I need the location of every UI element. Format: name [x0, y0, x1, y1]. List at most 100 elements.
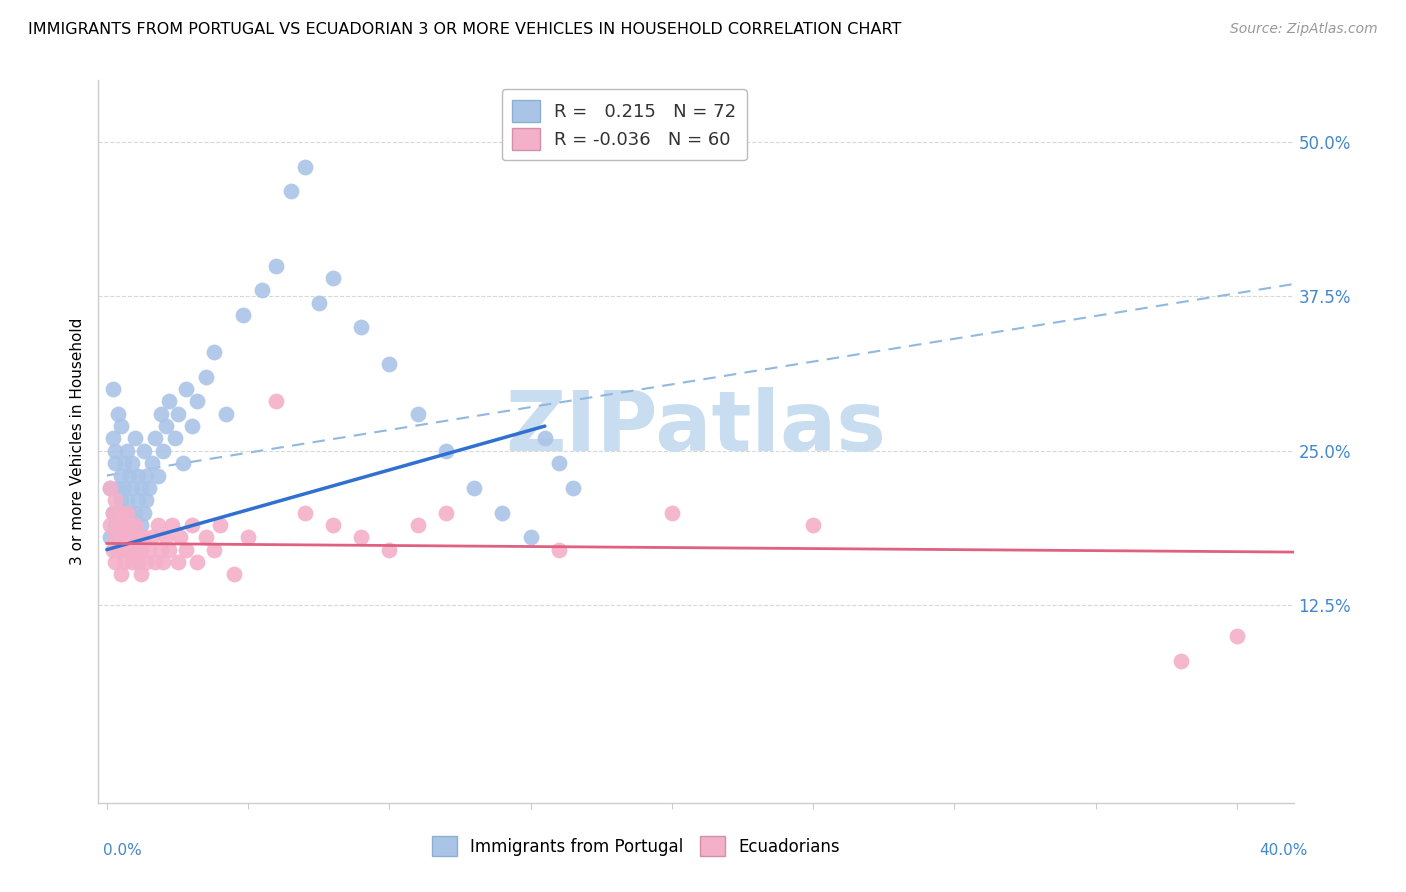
Point	[121, 481, 143, 495]
Point	[801, 517, 824, 532]
Point	[152, 555, 174, 569]
Point	[157, 542, 180, 557]
Point	[112, 456, 135, 470]
Point	[124, 506, 146, 520]
Point	[110, 530, 132, 544]
Point	[146, 468, 169, 483]
Point	[434, 443, 457, 458]
Point	[143, 555, 166, 569]
Point	[127, 530, 149, 544]
Point	[214, 407, 236, 421]
Point	[104, 443, 127, 458]
Point	[121, 530, 143, 544]
Point	[132, 530, 155, 544]
Y-axis label: 3 or more Vehicles in Household: 3 or more Vehicles in Household	[69, 318, 84, 566]
Point	[434, 506, 457, 520]
Point	[110, 567, 132, 582]
Point	[98, 530, 121, 544]
Point	[135, 493, 157, 508]
Point	[115, 506, 138, 520]
Point	[115, 530, 138, 544]
Point	[294, 160, 316, 174]
Point	[294, 506, 316, 520]
Point	[110, 419, 132, 434]
Point	[202, 345, 225, 359]
Legend: Immigrants from Portugal, Ecuadorians: Immigrants from Portugal, Ecuadorians	[426, 830, 846, 863]
Point	[118, 542, 141, 557]
Point	[194, 530, 217, 544]
Point	[112, 481, 135, 495]
Point	[121, 530, 143, 544]
Point	[118, 517, 141, 532]
Point	[172, 456, 194, 470]
Point	[115, 443, 138, 458]
Point	[118, 517, 141, 532]
Point	[121, 456, 143, 470]
Point	[202, 542, 225, 557]
Text: 40.0%: 40.0%	[1260, 843, 1308, 858]
Point	[107, 407, 129, 421]
Point	[322, 517, 344, 532]
Point	[141, 456, 163, 470]
Point	[107, 481, 129, 495]
Point	[118, 506, 141, 520]
Point	[127, 493, 149, 508]
Point	[166, 407, 188, 421]
Point	[101, 506, 124, 520]
Text: 0.0%: 0.0%	[103, 843, 142, 858]
Point	[115, 530, 138, 544]
Point	[141, 530, 163, 544]
Point	[104, 530, 127, 544]
Point	[661, 506, 683, 520]
Point	[157, 394, 180, 409]
Point	[124, 432, 146, 446]
Point	[110, 506, 132, 520]
Point	[101, 542, 124, 557]
Text: Source: ZipAtlas.com: Source: ZipAtlas.com	[1230, 22, 1378, 37]
Point	[266, 394, 288, 409]
Point	[180, 517, 202, 532]
Point	[112, 506, 135, 520]
Point	[174, 382, 197, 396]
Point	[149, 542, 172, 557]
Point	[180, 419, 202, 434]
Point	[115, 493, 138, 508]
Point	[155, 530, 177, 544]
Point	[186, 555, 208, 569]
Point	[135, 555, 157, 569]
Point	[101, 382, 124, 396]
Point	[322, 271, 344, 285]
Point	[107, 542, 129, 557]
Text: ZIPatlas: ZIPatlas	[506, 386, 886, 467]
Point	[110, 542, 132, 557]
Point	[110, 468, 132, 483]
Point	[533, 432, 555, 446]
Point	[124, 517, 146, 532]
Point	[406, 517, 429, 532]
Point	[104, 456, 127, 470]
Point	[166, 555, 188, 569]
Point	[562, 481, 585, 495]
Text: IMMIGRANTS FROM PORTUGAL VS ECUADORIAN 3 OR MORE VEHICLES IN HOUSEHOLD CORRELATI: IMMIGRANTS FROM PORTUGAL VS ECUADORIAN 3…	[28, 22, 901, 37]
Point	[406, 407, 429, 421]
Point	[155, 419, 177, 434]
Point	[124, 542, 146, 557]
Point	[174, 542, 197, 557]
Point	[231, 308, 253, 322]
Point	[112, 555, 135, 569]
Point	[138, 542, 160, 557]
Point	[112, 517, 135, 532]
Point	[101, 506, 124, 520]
Point	[98, 481, 121, 495]
Point	[378, 542, 401, 557]
Point	[132, 506, 155, 520]
Point	[107, 517, 129, 532]
Point	[110, 493, 132, 508]
Point	[308, 295, 330, 310]
Point	[127, 468, 149, 483]
Point	[143, 432, 166, 446]
Point	[463, 481, 485, 495]
Point	[129, 481, 152, 495]
Point	[252, 283, 274, 297]
Point	[149, 407, 172, 421]
